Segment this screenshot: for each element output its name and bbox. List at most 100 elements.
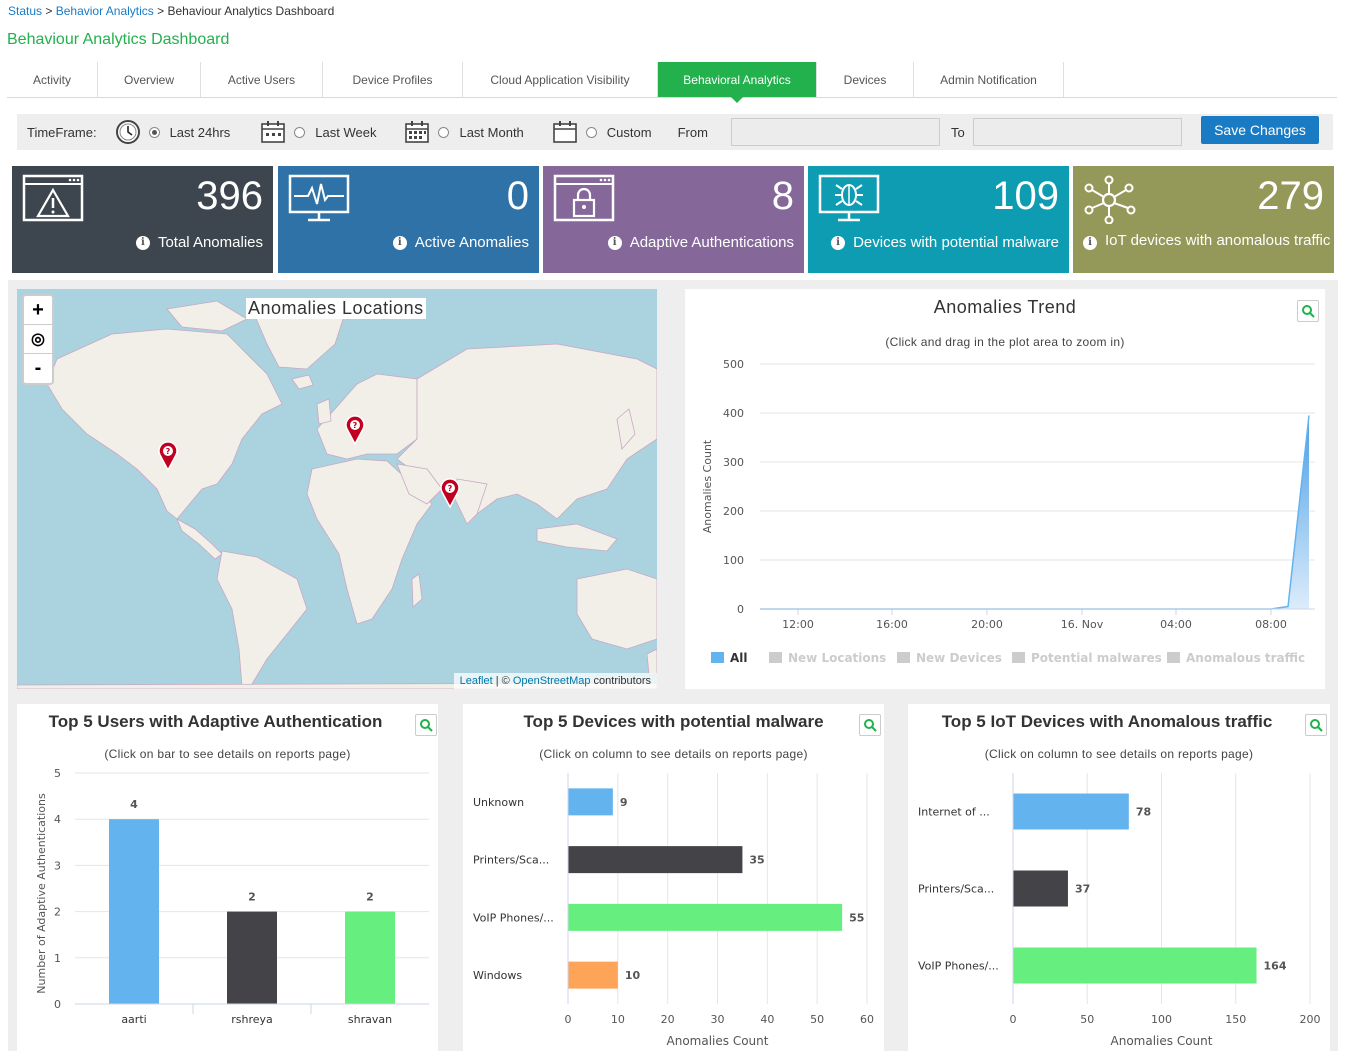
trend-subtitle: (Click and drag in the plot area to zoom… <box>885 335 1125 349</box>
bar <box>568 846 743 874</box>
y-tick-label: 300 <box>723 456 744 469</box>
save-changes-button[interactable]: Save Changes <box>1201 116 1319 144</box>
tab-active-users[interactable]: Active Users <box>201 62 323 97</box>
legend-item: Anomalous traffic <box>1186 651 1305 665</box>
legend-item: New Devices <box>916 651 1002 665</box>
map-attribution: Leaflet | © OpenStreetMap contributors <box>453 673 657 689</box>
zoom-search-icon[interactable] <box>1297 300 1319 322</box>
map-marker-south-india[interactable]: ? <box>440 478 460 509</box>
calendar-icon <box>260 119 286 145</box>
data-label: 55 <box>849 911 864 924</box>
tile-devices-malware[interactable]: 109 i Devices with potential malware <box>808 166 1069 273</box>
timeframe-option-custom[interactable]: Custom <box>552 119 652 145</box>
data-label: 37 <box>1075 883 1090 896</box>
tile-active-anomalies[interactable]: 0 i Active Anomalies <box>278 166 539 273</box>
tile-value: 396 <box>196 174 263 218</box>
radio-week[interactable] <box>294 126 306 138</box>
radio-24hrs[interactable] <box>148 126 160 138</box>
timeframe-option-label: Last 24hrs <box>169 124 231 140</box>
world-map: ? ? ? <box>17 298 657 689</box>
map-zoom-control: + ◎ - <box>22 294 54 385</box>
breadcrumb-behavior-analytics[interactable]: Behavior Analytics <box>55 4 154 18</box>
legend-swatch <box>897 652 910 663</box>
tile-value: 8 <box>771 174 794 218</box>
y-axis-title: Anomalies Count <box>701 439 714 533</box>
x-tick-label: 30 <box>711 1013 725 1026</box>
zoom-in-button[interactable]: + <box>24 296 52 325</box>
legend-item: All <box>730 651 748 665</box>
to-label: To <box>950 124 965 140</box>
timeframe-option-week[interactable]: Last Week <box>260 119 376 145</box>
series-line-all <box>760 415 1310 610</box>
zoom-search-icon[interactable] <box>415 714 437 736</box>
x-tick-label: 10 <box>611 1013 625 1026</box>
data-label: 4 <box>130 798 138 811</box>
timeframe-option-label: Last Month <box>459 124 524 140</box>
users-chart[interactable]: 0 1 2 3 4 5 Number of Adaptive Authentications… <box>17 704 438 1051</box>
malware-chart[interactable]: 0 10 20 30 40 50 60 Anomalies Count 9 Unknown 35 Pr… <box>463 704 884 1051</box>
osm-link[interactable]: OpenStreetMap <box>512 675 591 687</box>
y-tick-label: 500 <box>723 358 744 371</box>
zoom-search-icon[interactable] <box>859 714 881 736</box>
svg-text:?: ? <box>353 421 358 430</box>
tab-admin-notification[interactable]: Admin Notification <box>914 62 1064 97</box>
to-date-input[interactable] <box>972 118 1182 146</box>
category-label: VoIP Phones/... <box>473 911 554 924</box>
tile-adaptive-authentications[interactable]: 8 i Adaptive Authentications <box>543 166 804 273</box>
tab-cloud-application-visibility[interactable]: Cloud Application Visibility <box>463 62 658 97</box>
tile-total-anomalies[interactable]: 396 i Total Anomalies <box>12 166 273 273</box>
category-label: Windows <box>473 969 522 982</box>
radio-month[interactable] <box>438 126 450 138</box>
malware-title: Top 5 Devices with potential malware <box>523 712 824 731</box>
tile-label: i Adaptive Authentications <box>607 234 794 251</box>
timeframe-label: TimeFrame: <box>27 124 97 140</box>
category-label: Unknown <box>473 796 524 809</box>
bar <box>1013 947 1257 984</box>
timeframe-option-24hrs[interactable]: Last 24hrs <box>115 119 231 145</box>
users-title: Top 5 Users with Adaptive Authentication <box>48 712 383 731</box>
zoom-out-button[interactable]: - <box>34 357 42 379</box>
tab-overview[interactable]: Overview <box>98 62 201 97</box>
bar <box>227 911 277 1004</box>
x-tick-label: 50 <box>1080 1013 1094 1026</box>
map-marker-west-us[interactable]: ? <box>158 425 178 472</box>
data-label: 2 <box>248 891 256 904</box>
breadcrumb-status[interactable]: Status <box>8 4 43 18</box>
anomalies-trend-card: Anomalies Trend (Click and drag in the p… <box>685 289 1325 689</box>
breadcrumb-sep: > <box>157 4 165 18</box>
from-date-input[interactable] <box>730 118 940 146</box>
radio-custom[interactable] <box>585 126 597 138</box>
tab-device-profiles[interactable]: Device Profiles <box>323 62 463 97</box>
map-marker-central-europe[interactable]: ? <box>345 415 365 446</box>
tab-behavioral-analytics[interactable]: Behavioral Analytics <box>658 62 817 103</box>
x-tick-label: aarti <box>121 1013 146 1026</box>
tab-activity[interactable]: Activity <box>7 62 98 97</box>
top-iot-card: Top 5 IoT Devices with Anomalous traffic… <box>908 704 1330 1051</box>
calendar-grid-icon <box>404 119 430 145</box>
anomalies-map[interactable]: ? ? ? Anomalies Locations + ◎ - Leaflet … <box>17 289 657 689</box>
data-label: 35 <box>749 854 764 867</box>
tile-iot-anomalous[interactable]: 279 i IoT devices with anomalous traffic <box>1073 166 1334 273</box>
bar <box>1013 793 1129 830</box>
x-tick-label: 0 <box>1010 1013 1017 1026</box>
iot-chart[interactable]: 0 50 100 150 200 Anomalies Count 78 Internet of… <box>908 704 1330 1051</box>
timeframe-option-month[interactable]: Last Month <box>404 119 524 145</box>
category-label: Printers/Sca... <box>918 883 994 896</box>
y-tick-label: 0 <box>737 603 744 616</box>
breadcrumb-current: Behaviour Analytics Dashboard <box>167 4 335 18</box>
zoom-search-icon[interactable] <box>1305 714 1327 736</box>
tab-bar: Activity Overview Active Users Device Pr… <box>7 62 1337 103</box>
trend-chart[interactable]: 0 100 200 300 400 500 Anomalies Count 12:00 16:0… <box>685 289 1325 689</box>
bug-monitor-icon <box>818 174 880 229</box>
leaflet-link[interactable]: Leaflet <box>459 675 493 687</box>
y-tick-label: 0 <box>54 998 61 1011</box>
globe-reset-button[interactable]: ◎ <box>24 325 52 354</box>
tab-devices[interactable]: Devices <box>817 62 914 97</box>
category-label: Internet of ... <box>918 806 990 819</box>
x-tick-label: 12:00 <box>782 618 814 631</box>
x-axis-title: Anomalies Count <box>1111 1034 1213 1048</box>
warning-monitor-icon <box>22 174 84 229</box>
data-label: 164 <box>1264 960 1287 973</box>
info-icon: i <box>392 235 407 250</box>
x-tick-label: 0 <box>565 1013 572 1026</box>
